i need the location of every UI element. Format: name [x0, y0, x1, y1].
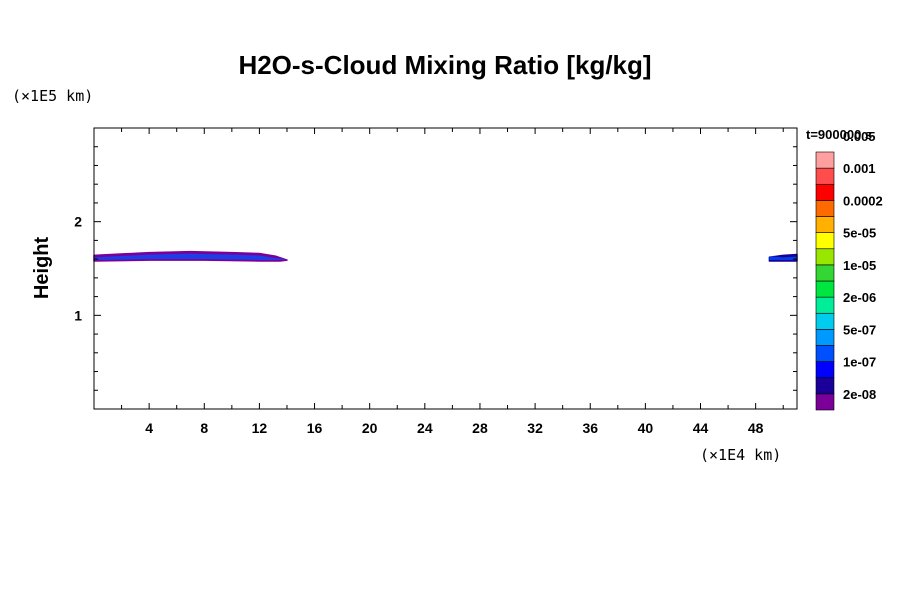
- colorbar-swatch: [815, 296, 835, 314]
- contour-regions: [93, 250, 798, 262]
- y-axis-label: Height: [31, 237, 53, 300]
- chart-title: H2O-s-Cloud Mixing Ratio [kg/kg]: [238, 50, 651, 80]
- colorbar-label: 2e-06: [843, 290, 876, 305]
- colorbar-swatch: [815, 167, 835, 185]
- colorbar-label: 1e-07: [843, 355, 876, 370]
- x-tick-label: 48: [748, 420, 764, 436]
- colorbar-label: 0.001: [843, 161, 876, 176]
- colorbar: 2e-08 1e-07 5e-07 2e-06 1e-05 5e-05 0.0002 0.00…: [815, 129, 883, 411]
- colorbar-label: 5e-07: [843, 322, 876, 337]
- colorbar-swatch: [815, 264, 835, 282]
- x-axis: 4 8 12 16 20 24 28 32 36 40 44 48: [121, 128, 784, 436]
- x-tick-label: 32: [527, 420, 543, 436]
- y-tick-label: 1: [74, 307, 82, 323]
- colorbar-label: 2e-08: [843, 387, 876, 402]
- x-tick-label: 8: [200, 420, 208, 436]
- x-tick-label: 40: [638, 420, 654, 436]
- colorbar-swatch: [815, 183, 835, 201]
- cloud-layer-left-core: [94, 253, 287, 260]
- y-scale-label: (×1E5 km): [12, 87, 93, 105]
- x-tick-label: 12: [252, 420, 268, 436]
- x-tick-label: 44: [693, 420, 709, 436]
- colorbar-label: 0.005: [843, 129, 876, 144]
- x-tick-label: 4: [145, 420, 153, 436]
- colorbar-swatch: [815, 216, 835, 233]
- colorbar-swatch: [815, 280, 835, 298]
- colorbar-swatch: [815, 377, 835, 395]
- x-tick-label: 24: [417, 420, 433, 436]
- colorbar-swatch: [815, 248, 835, 266]
- y-tick-label: 2: [74, 214, 82, 230]
- colorbar-swatch: [815, 200, 835, 217]
- colorbar-swatch: [815, 151, 835, 169]
- colorbar-label: 1e-05: [843, 258, 876, 273]
- y-axis: 12: [74, 146, 797, 391]
- colorbar-swatch: [815, 329, 835, 346]
- x-scale-label: (×1E4 km): [700, 446, 781, 464]
- cloud-layer-right-core: [769, 256, 797, 260]
- x-tick-label: 20: [362, 420, 378, 436]
- plot-frame: [93, 127, 798, 410]
- colorbar-swatch: [815, 312, 835, 330]
- colorbar-swatch: [815, 232, 835, 250]
- x-tick-label: 36: [582, 420, 598, 436]
- colorbar-swatch: [815, 393, 835, 411]
- colorbar-swatch: [815, 345, 835, 362]
- x-tick-label: 28: [472, 420, 488, 436]
- time-label: t=900000 s: [806, 127, 872, 142]
- colorbar-swatch: [815, 361, 835, 379]
- colorbar-label: 5e-05: [843, 226, 876, 241]
- colorbar-label: 0.0002: [843, 193, 883, 208]
- x-tick-label: 16: [307, 420, 323, 436]
